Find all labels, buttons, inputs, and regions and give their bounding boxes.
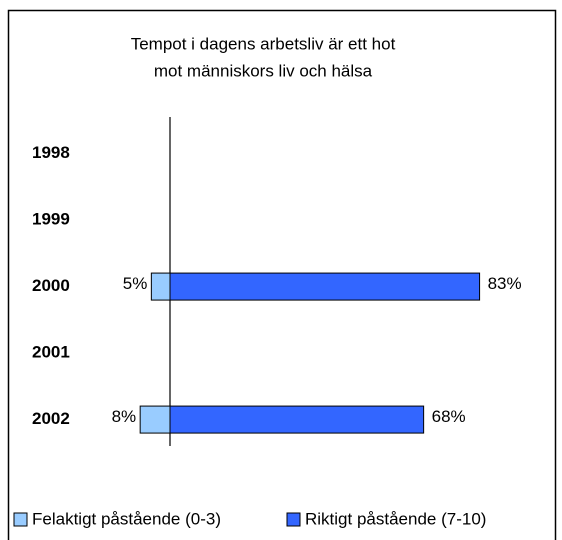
chart-title: Tempot i dagens arbetsliv är ett hot: [131, 34, 396, 53]
bar: [169, 405, 425, 434]
legend-swatch: [13, 512, 28, 527]
legend-swatch: [286, 512, 301, 527]
category-label: 2002: [32, 409, 70, 428]
value-label: 5%: [123, 274, 148, 293]
value-label: 8%: [112, 407, 137, 426]
chart-title: mot människors liv och hälsa: [154, 61, 373, 80]
bar: [169, 272, 481, 301]
category-label: 2000: [32, 276, 70, 295]
value-label: 83%: [488, 274, 522, 293]
category-label: 1998: [32, 143, 70, 162]
legend-label: Riktigt påstående (7-10): [305, 509, 486, 528]
bar: [139, 405, 171, 434]
category-label: 1999: [32, 210, 70, 229]
category-label: 2001: [32, 343, 70, 362]
legend-label: Felaktigt påstående (0-3): [32, 509, 221, 528]
value-label: 68%: [432, 407, 466, 426]
bar: [150, 272, 171, 301]
